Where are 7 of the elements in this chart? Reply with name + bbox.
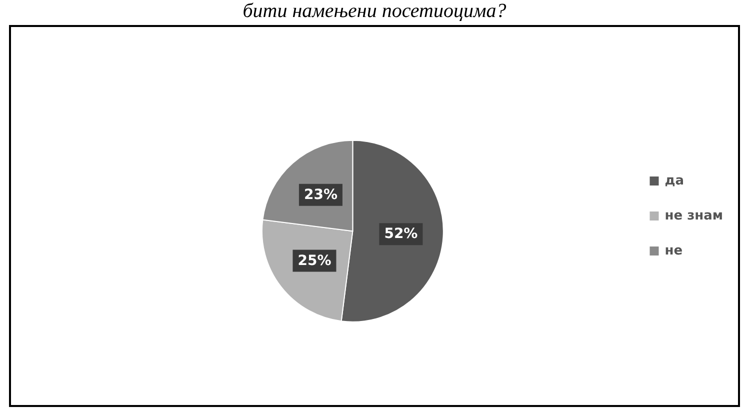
data-label: 23% xyxy=(304,186,338,203)
chart-title: бити намењени посетиоцима? xyxy=(242,0,508,24)
legend-label: да xyxy=(664,174,684,188)
legend-label: не xyxy=(664,244,683,258)
data-label: 52% xyxy=(384,226,418,242)
data-label: 25% xyxy=(298,252,332,269)
legend-label: не знам xyxy=(664,208,724,224)
